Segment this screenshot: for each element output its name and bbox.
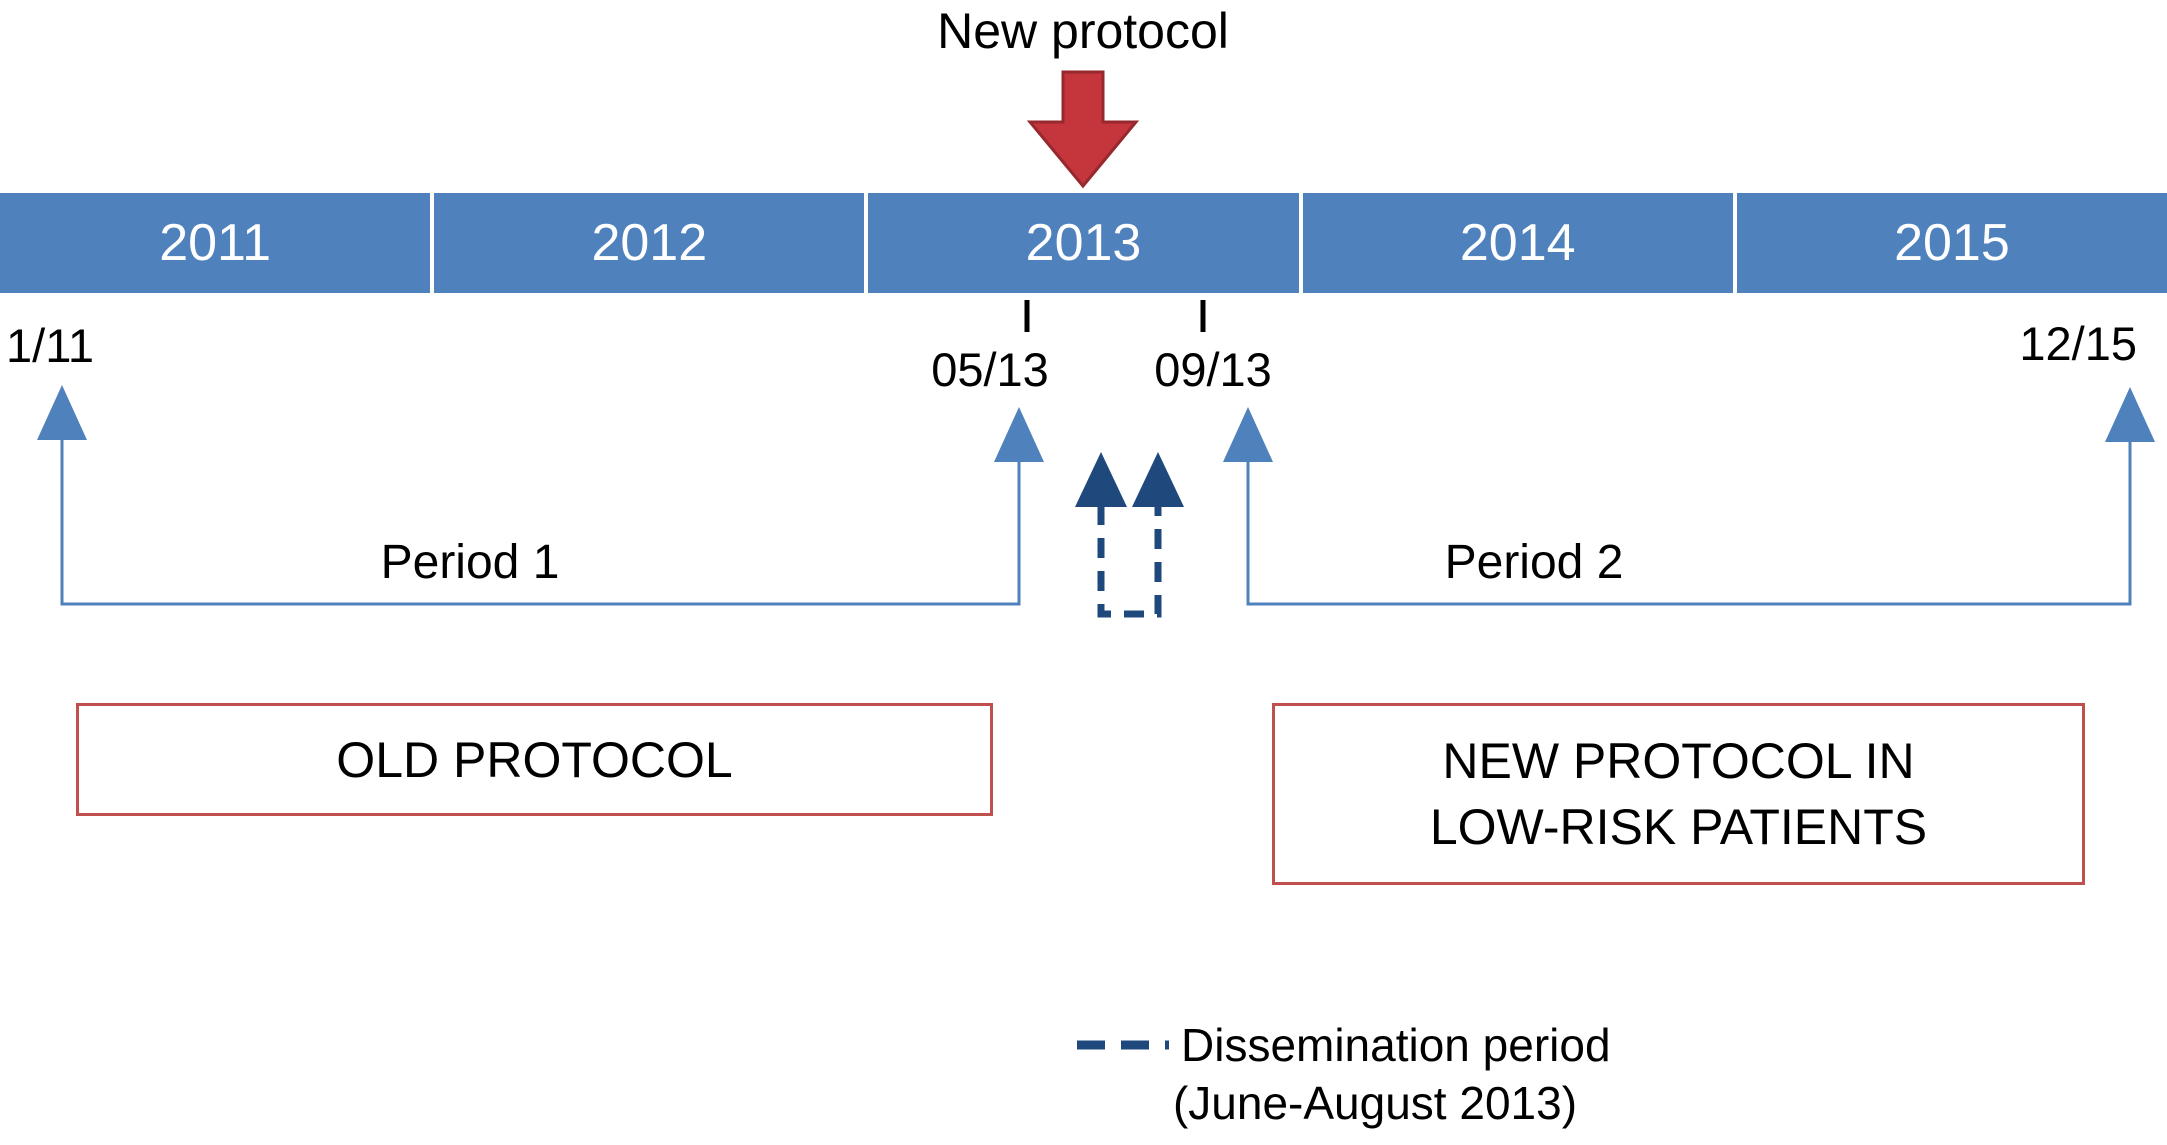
legend-dash-icon <box>1077 1040 1169 1050</box>
year-segment-2013: 2013 <box>868 193 1299 293</box>
year-segment-2011: 2011 <box>0 193 431 293</box>
period2-bracket <box>1246 442 2132 606</box>
dissemination-right-arrowhead-icon <box>1132 452 1184 507</box>
date-label-start: 1/11 <box>6 319 94 372</box>
dissemination-bracket <box>1097 505 1162 618</box>
period1-right-arrowhead-icon <box>994 407 1044 462</box>
period2-right-arrowhead-icon <box>2105 387 2155 442</box>
red-down-arrow-icon <box>1026 70 1140 189</box>
date-label-09-13: 09/13 <box>1154 343 1272 396</box>
period1-label: Period 1 <box>380 536 560 589</box>
legend: Dissemination period (June-August 2013) <box>1075 1018 1675 1130</box>
legend-row: Dissemination period <box>1075 1018 1675 1072</box>
old-protocol-box: OLD PROTOCOL <box>76 703 993 816</box>
timeline-bar: 2011 2012 2013 2014 2015 <box>0 193 2167 293</box>
legend-label: Dissemination period <box>1181 1019 1611 1071</box>
year-segment-2012: 2012 <box>434 193 865 293</box>
old-protocol-label: OLD PROTOCOL <box>336 731 733 788</box>
year-segment-2015: 2015 <box>1736 193 2167 293</box>
period2-left-arrowhead-icon <box>1223 407 1273 462</box>
dissemination-left-arrowhead-icon <box>1075 452 1127 507</box>
new-protocol-box: NEW PROTOCOL IN LOW-RISK PATIENTS <box>1272 703 2085 885</box>
year-segment-2014: 2014 <box>1302 193 1733 293</box>
date-label-end: 12/15 <box>2019 317 2137 370</box>
date-label-05-13: 05/13 <box>931 343 1049 396</box>
new-protocol-label-line2: LOW-RISK PATIENTS <box>1429 799 1928 855</box>
legend-sublabel: (June-August 2013) <box>1172 1077 1578 1129</box>
period1-left-arrowhead-icon <box>37 385 87 440</box>
new-protocol-label-line1: NEW PROTOCOL IN <box>1442 733 1915 789</box>
new-protocol-annotation: New protocol <box>937 3 1229 59</box>
period2-label: Period 2 <box>1444 536 1624 589</box>
